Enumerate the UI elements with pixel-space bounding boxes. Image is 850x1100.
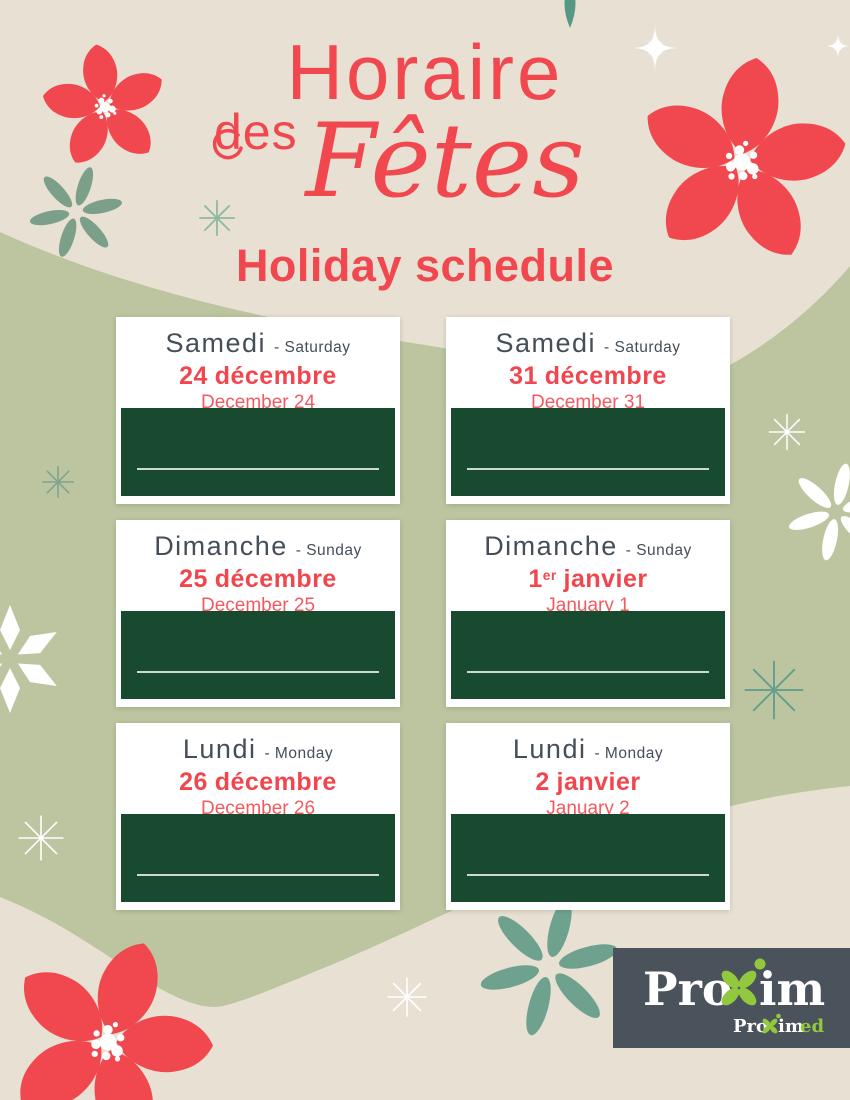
- hours-slot: [121, 814, 395, 902]
- card-header: Samedi - Saturday 24 décembre December 24: [116, 317, 400, 413]
- hours-slot: [121, 408, 395, 496]
- hours-slot: [451, 408, 725, 496]
- sparkle-icon: [633, 26, 677, 70]
- day-name-fr: Lundi: [512, 734, 587, 764]
- day-name-en: - Monday: [264, 745, 334, 762]
- schedule-card: Lundi - Monday 2 janvier January 2: [446, 723, 730, 910]
- logo-sub-leaf-x-icon: [762, 1013, 781, 1034]
- logo-brand-post: im: [759, 962, 825, 1016]
- day-name-fr: Dimanche: [154, 531, 288, 561]
- day-name-en: - Monday: [594, 745, 664, 762]
- starburst-icon: [744, 660, 804, 720]
- schedule-card: Dimanche - Sunday 25 décembre December 25: [116, 520, 400, 707]
- date-fr: 1er janvier: [528, 565, 648, 593]
- schedule-card: Samedi - Saturday 31 décembre December 31: [446, 317, 730, 504]
- card-header: Lundi - Monday 26 décembre December 26: [116, 723, 400, 819]
- day-name-fr: Dimanche: [484, 531, 618, 561]
- date-fr: 25 décembre: [179, 565, 337, 593]
- logo-sub-post: ed: [800, 1016, 824, 1037]
- poinsettia-icon: [620, 43, 850, 278]
- schedule-card: Samedi - Saturday 24 décembre December 24: [116, 317, 400, 504]
- date-en: December 26: [200, 798, 316, 819]
- date-en: December 31: [530, 392, 646, 413]
- logo-leaf-x-icon: [721, 958, 766, 1006]
- date-en: December 25: [200, 595, 316, 616]
- date-en: December 24: [200, 392, 316, 413]
- poinsettia-icon: [32, 36, 178, 177]
- schedule-card: Dimanche - Sunday 1er janvier January 1: [446, 520, 730, 707]
- date-fr: 31 décembre: [509, 362, 667, 390]
- starburst-icon: [387, 977, 427, 1017]
- write-line: [467, 468, 709, 470]
- schedule-card: Lundi - Monday 26 décembre December 26: [116, 723, 400, 910]
- day-name-fr: Lundi: [182, 734, 257, 764]
- day-name-en: - Sunday: [625, 542, 692, 559]
- starburst-icon: [768, 413, 806, 451]
- card-header: Dimanche - Sunday 25 décembre December 25: [116, 520, 400, 616]
- hours-slot: [121, 611, 395, 699]
- date-en: January 2: [546, 798, 630, 819]
- day-name-fr: Samedi: [165, 328, 267, 358]
- write-line: [137, 468, 379, 470]
- leaf-icon: [564, 0, 576, 28]
- write-line: [467, 874, 709, 876]
- starburst-icon: [198, 199, 236, 237]
- date-fr: 26 décembre: [179, 768, 337, 796]
- day-name-en: - Saturday: [604, 339, 681, 356]
- card-header: Samedi - Saturday 31 décembre December 31: [446, 317, 730, 413]
- hours-slot: [451, 611, 725, 699]
- logo-brand-pre: Pro: [643, 962, 733, 1016]
- logo-sub-pre: Pro: [733, 1016, 768, 1037]
- date-fr: 24 décembre: [179, 362, 337, 390]
- day-name-fr: Samedi: [495, 328, 597, 358]
- proxim-logo-box: Pro im Pro im ed: [613, 948, 850, 1048]
- hours-slot: [451, 814, 725, 902]
- card-header: Dimanche - Sunday 1er janvier January 1: [446, 520, 730, 616]
- starburst-icon: [41, 465, 74, 499]
- starburst-icon: [18, 815, 64, 861]
- date-en: January 1: [546, 595, 630, 616]
- date-fr: 2 janvier: [535, 768, 641, 796]
- day-name-en: - Sunday: [295, 542, 362, 559]
- proxim-logo: Pro im Pro im ed: [643, 958, 825, 1037]
- write-line: [137, 874, 379, 876]
- write-line: [467, 671, 709, 673]
- write-line: [137, 671, 379, 673]
- sparkle-icon: [825, 33, 850, 59]
- day-name-en: - Saturday: [274, 339, 351, 356]
- logo-sub-mid: im: [778, 1016, 804, 1037]
- card-header: Lundi - Monday 2 janvier January 2: [446, 723, 730, 819]
- ring-icon: [212, 128, 243, 160]
